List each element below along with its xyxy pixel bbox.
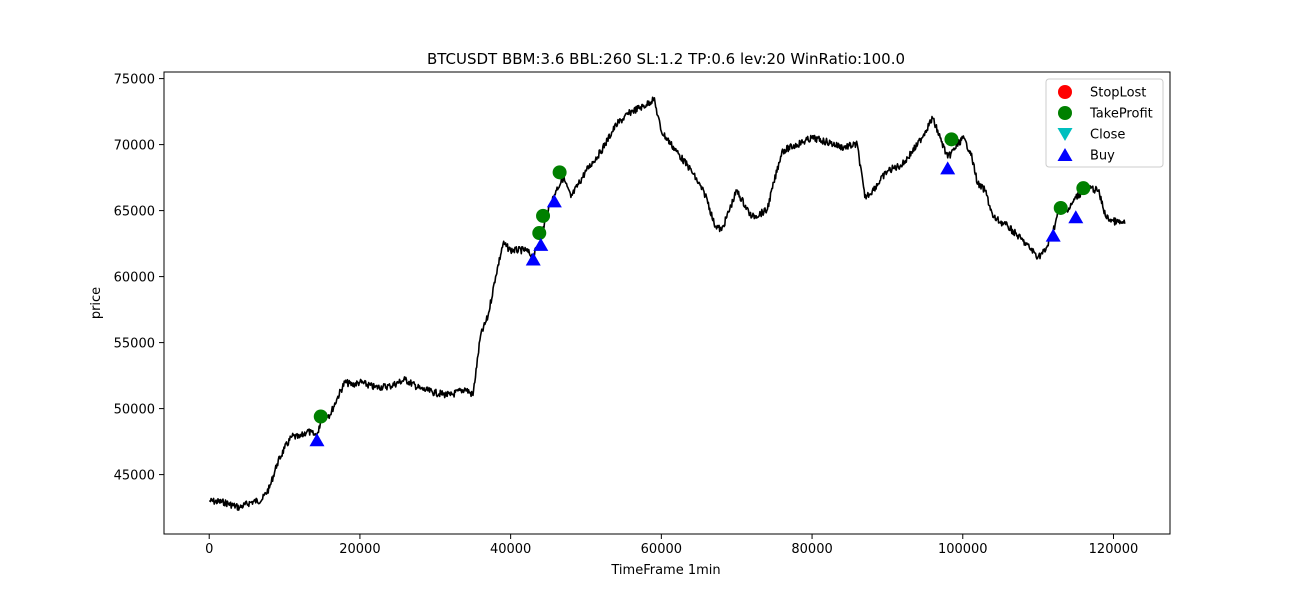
legend-label: StopLost — [1090, 86, 1146, 101]
y-tick-label: 55000 — [114, 337, 155, 352]
legend-label: TakeProfit — [1089, 107, 1153, 122]
x-axis: 0 20000 40000 60000 80000 100000 120000 — [205, 534, 1138, 557]
chart-title: BTCUSDT BBM:3.6 BBL:260 SL:1.2 TP:0.6 le… — [427, 50, 905, 68]
buy-marker — [533, 237, 549, 251]
takeprofit-marker — [944, 132, 959, 147]
y-axis: 45000 50000 55000 60000 65000 70000 75000 — [114, 73, 164, 484]
legend-buy-icon — [1057, 148, 1073, 161]
legend-stoplost-icon — [1058, 85, 1072, 99]
plot-series — [209, 96, 1126, 511]
takeprofit-marker — [536, 208, 551, 223]
price-line — [209, 96, 1126, 511]
takeprofit-marker — [532, 226, 547, 241]
y-tick-label: 65000 — [114, 205, 155, 220]
y-tick-label: 75000 — [114, 73, 155, 88]
buy-marker — [309, 433, 325, 447]
y-tick-label: 50000 — [114, 403, 155, 418]
buy-marker — [940, 161, 956, 175]
takeprofit-marker — [552, 165, 567, 180]
legend: StopLost TakeProfit Close Buy — [1045, 78, 1164, 168]
legend-takeprofit-icon — [1058, 106, 1072, 120]
takeprofit-marker — [1053, 200, 1068, 215]
buy-marker — [1068, 210, 1084, 224]
legend-box — [1045, 78, 1164, 168]
legend-label: Close — [1090, 128, 1125, 143]
plot-area — [163, 71, 1171, 535]
buy-marker — [546, 194, 562, 208]
x-tick-label: 80000 — [791, 542, 832, 557]
x-tick-label: 0 — [205, 542, 213, 557]
legend-label: Buy — [1090, 149, 1115, 164]
x-tick-label: 100000 — [938, 542, 988, 557]
y-tick-label: 60000 — [114, 271, 155, 286]
x-axis-label: TimeFrame 1min — [610, 563, 720, 578]
legend-close-icon — [1057, 128, 1073, 141]
takeprofit-marker — [313, 409, 328, 424]
x-tick-label: 20000 — [339, 542, 380, 557]
y-tick-label: 45000 — [114, 469, 155, 484]
y-axis-label: price — [89, 287, 104, 319]
takeprofit-marker — [1076, 181, 1091, 196]
trade-markers — [309, 132, 1091, 447]
buy-marker — [1045, 228, 1061, 242]
x-tick-label: 60000 — [641, 542, 682, 557]
buy-marker — [525, 252, 541, 266]
x-tick-label: 120000 — [1089, 542, 1139, 557]
y-tick-label: 70000 — [114, 139, 155, 154]
x-tick-label: 40000 — [490, 542, 531, 557]
